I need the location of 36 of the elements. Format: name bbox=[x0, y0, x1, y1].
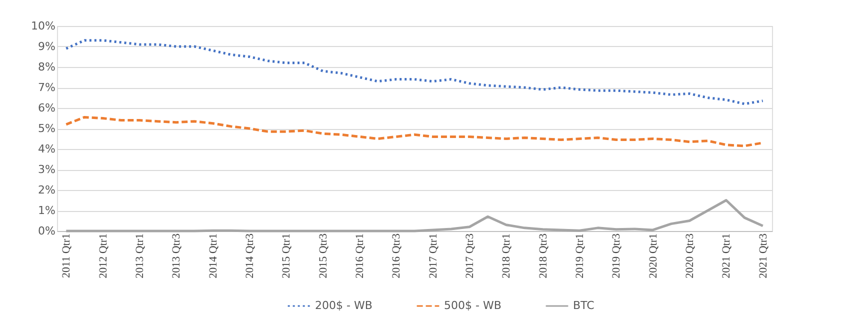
x-tick-label: 2017 Qtr1 bbox=[427, 234, 440, 278]
y-tick-label: 9% bbox=[38, 40, 56, 53]
x-tick-label: 2015 Qtr3 bbox=[317, 233, 330, 278]
y-tick-label: 2% bbox=[38, 184, 56, 196]
y-tick-label: 0% bbox=[38, 224, 56, 238]
y-tick-label: 4% bbox=[38, 142, 56, 156]
x-tick-label: 2016 Qtr1 bbox=[354, 234, 366, 278]
y-tick-label: 1% bbox=[38, 204, 56, 217]
x-tick-label: 2017 Qtr3 bbox=[464, 233, 476, 278]
legend-label: 500$ - WB bbox=[444, 299, 502, 312]
x-tick-label: 2013 Qtr1 bbox=[134, 234, 146, 278]
x-tick-label: 2019 Qtr1 bbox=[574, 234, 586, 278]
y-tick-label: 3% bbox=[38, 163, 56, 176]
x-tick-label: 2011 Qtr1 bbox=[60, 234, 73, 278]
legend-label: BTC bbox=[573, 299, 595, 312]
x-tick-label: 2016 Qtr3 bbox=[390, 233, 403, 278]
x-tick-label: 2019 Qtr3 bbox=[610, 233, 623, 278]
x-tick-label: 2014 Qtr3 bbox=[244, 233, 256, 278]
x-tick-label: 2018 Qtr3 bbox=[537, 233, 550, 278]
x-tick-label: 2012 Qtr1 bbox=[97, 234, 110, 278]
x-tick-label: 2020 Qtr3 bbox=[684, 233, 696, 278]
y-tick-label: 10% bbox=[31, 20, 56, 32]
y-tick-label: 5% bbox=[38, 122, 56, 135]
legend-label: 200$ - WB bbox=[315, 299, 372, 312]
x-tick-label: 2018 Qtr1 bbox=[500, 234, 513, 278]
x-tick-label: 2014 Qtr1 bbox=[207, 234, 220, 278]
x-tick-label: 2021 Qtr3 bbox=[757, 233, 770, 278]
x-tick-label: 2013 Qtr3 bbox=[170, 233, 183, 278]
line-series bbox=[64, 199, 764, 232]
y-tick-label: 8% bbox=[38, 60, 56, 74]
x-tick-label: 2015 Qtr1 bbox=[280, 234, 293, 278]
x-tick-label: 2020 Qtr1 bbox=[647, 234, 660, 278]
line-series bbox=[64, 39, 764, 106]
y-tick-label: 7% bbox=[38, 81, 56, 94]
y-tick-label: 6% bbox=[38, 102, 56, 114]
x-tick-label: 2021 Qtr1 bbox=[720, 234, 733, 278]
